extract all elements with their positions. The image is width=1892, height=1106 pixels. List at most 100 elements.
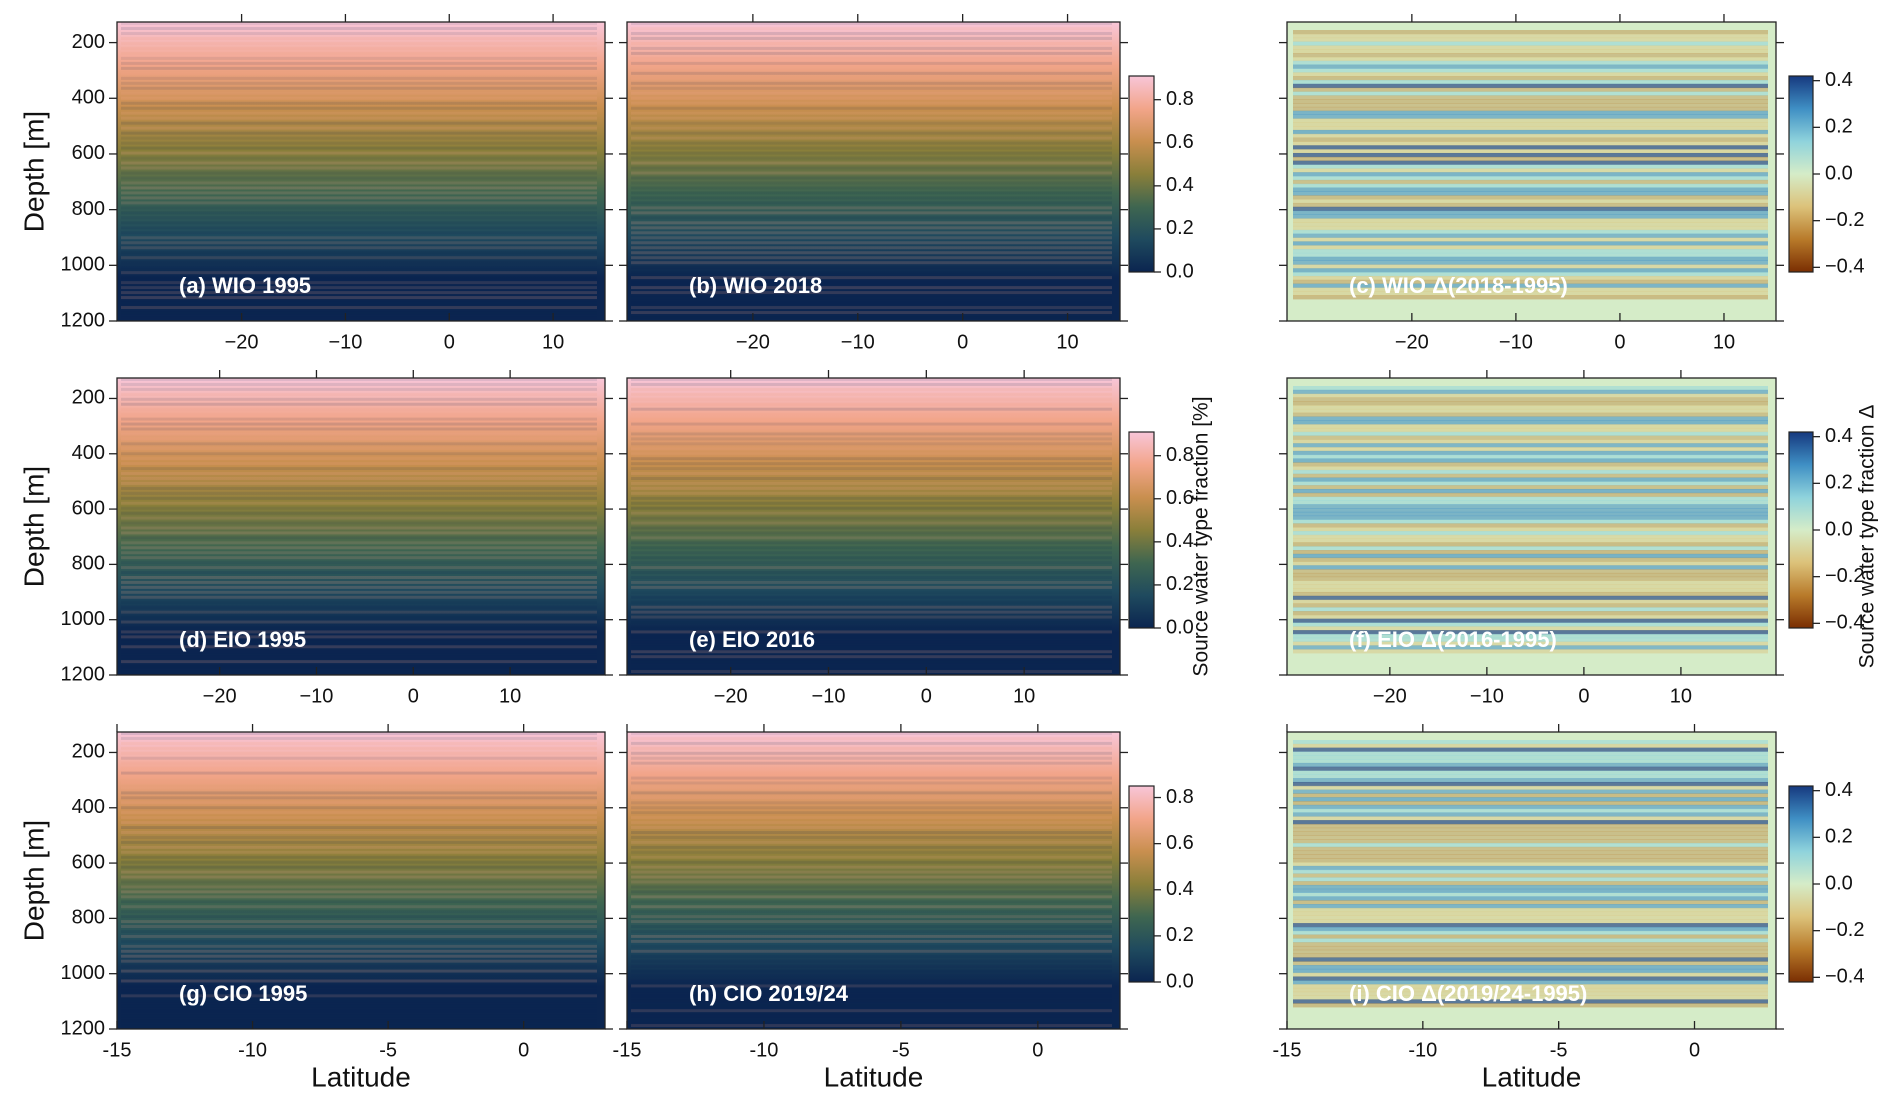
- heatmap-stripe: [631, 261, 1112, 265]
- colorbar: [1128, 75, 1155, 273]
- x-tick-label: 0: [444, 331, 455, 353]
- panel-label: (d) EIO 1995: [179, 627, 306, 652]
- heatmap-stripe: [121, 910, 597, 914]
- heatmap-stripe: [631, 870, 1112, 874]
- heatmap-stripe: [121, 806, 597, 810]
- heatmap-stripe: [631, 732, 1112, 735]
- heatmap-stripe: [631, 131, 1112, 135]
- heatmap-stripe: [1293, 934, 1768, 939]
- heatmap-stripe: [1293, 987, 1768, 993]
- heatmap-stripe: [121, 422, 597, 426]
- heatmap-stripe: [1293, 785, 1768, 791]
- heatmap-stripe: [121, 994, 597, 998]
- heatmap-stripe: [631, 835, 1112, 839]
- heatmap-stripe: [121, 51, 597, 55]
- heatmap-stripe: [1293, 206, 1768, 212]
- heatmap-stripe: [1293, 747, 1768, 752]
- x-tick-label: 0: [921, 685, 932, 707]
- heatmap-stripe: [1293, 645, 1768, 650]
- heatmap-stripe: [121, 462, 597, 466]
- heatmap-stripe: [1293, 759, 1768, 764]
- heatmap-stripe: [121, 905, 597, 909]
- heatmap-stripe: [1293, 141, 1768, 146]
- heatmap-stripe: [631, 944, 1112, 948]
- heatmap-stripe: [1293, 393, 1768, 398]
- heatmap-stripe: [121, 860, 597, 864]
- heatmap-stripe: [1293, 152, 1768, 158]
- heatmap-stripe: [631, 176, 1112, 180]
- heatmap-stripe: [121, 551, 597, 555]
- heatmap-stripe: [631, 806, 1112, 810]
- heatmap-stripe: [1293, 283, 1768, 288]
- heatmap-stripe: [1293, 904, 1768, 909]
- heatmap-stripe: [121, 600, 597, 604]
- heatmap-stripe: [1293, 637, 1768, 642]
- axes-frame: [116, 731, 606, 1030]
- x-tick-label: −20: [1373, 685, 1407, 707]
- heatmap-stripe: [1293, 607, 1768, 612]
- heatmap-stripe: [1293, 831, 1768, 836]
- heatmap-stripe: [121, 116, 597, 120]
- heatmap-stripe: [121, 291, 597, 295]
- heatmap-stripe: [121, 316, 597, 320]
- heatmap-stripe: [631, 949, 1112, 953]
- panel-label: (a) WIO 1995: [179, 273, 311, 298]
- heatmap-stripe: [121, 920, 597, 924]
- heatmap-stripe: [121, 301, 597, 305]
- heatmap-stripe: [631, 397, 1112, 401]
- heatmap-stripe: [631, 437, 1112, 441]
- heatmap-stripe: [121, 281, 597, 285]
- heatmap-stripe: [631, 605, 1112, 609]
- heatmap-stripe: [631, 855, 1112, 859]
- heatmap-stripe: [121, 402, 597, 406]
- colorbar-tick-label: 0.6: [1166, 832, 1194, 854]
- heatmap-stripe: [631, 766, 1112, 770]
- heatmap-stripe: [121, 974, 597, 978]
- heatmap-stripe: [631, 211, 1112, 215]
- heatmap-stripe: [121, 311, 597, 315]
- heatmap-stripe: [631, 640, 1112, 644]
- heatmap-stripe: [121, 546, 597, 550]
- heatmap-stripe: [121, 944, 597, 948]
- heatmap-stripe: [631, 417, 1112, 421]
- heatmap-stripe: [121, 106, 597, 110]
- heatmap-stripe: [121, 387, 597, 391]
- heatmap-stripe: [631, 600, 1112, 604]
- heatmap-stripe: [1293, 938, 1768, 943]
- x-tick-label: 10: [1013, 685, 1035, 707]
- heatmap-stripe: [631, 51, 1112, 55]
- heatmap-stripe: [1293, 823, 1768, 829]
- heatmap-stripe: [1293, 991, 1768, 996]
- heatmap-stripe: [1293, 126, 1768, 131]
- heatmap-stripe: [631, 925, 1112, 929]
- heatmap-stripe: [1293, 896, 1768, 901]
- heatmap-stripe: [121, 276, 597, 280]
- y-tick-label: 600: [72, 497, 105, 519]
- heatmap-stripe: [631, 511, 1112, 515]
- heatmap-stripe: [121, 845, 597, 849]
- heatmap-stripe: [631, 875, 1112, 879]
- heatmap-stripe: [631, 620, 1112, 624]
- x-tick-label: -10: [1408, 1039, 1437, 1061]
- heatmap-stripe: [121, 811, 597, 815]
- colorbar-tick-label: 0.2: [1166, 924, 1194, 946]
- heatmap-stripe: [121, 771, 597, 775]
- heatmap-stripe: [1293, 176, 1768, 181]
- heatmap-stripe: [1293, 835, 1768, 840]
- heatmap-stripe: [631, 845, 1112, 849]
- heatmap-stripe: [1293, 72, 1768, 77]
- heatmap-stripe: [631, 206, 1112, 210]
- heatmap-stripe: [1293, 953, 1768, 958]
- heatmap-stripe: [121, 620, 597, 624]
- y-tick-label: 1200: [61, 663, 106, 685]
- x-tick-label: −20: [203, 685, 237, 707]
- heatmap-stripe: [631, 442, 1112, 446]
- heatmap-stripe: [1293, 492, 1768, 498]
- heatmap-stripe: [1293, 397, 1768, 402]
- axes-frame: [116, 21, 606, 322]
- heatmap-stripe: [121, 751, 597, 755]
- heatmap-stripe: [121, 999, 597, 1003]
- heatmap-stripe: [631, 979, 1112, 983]
- heatmap-stripe: [1293, 191, 1768, 196]
- heatmap-stripe: [1293, 30, 1768, 35]
